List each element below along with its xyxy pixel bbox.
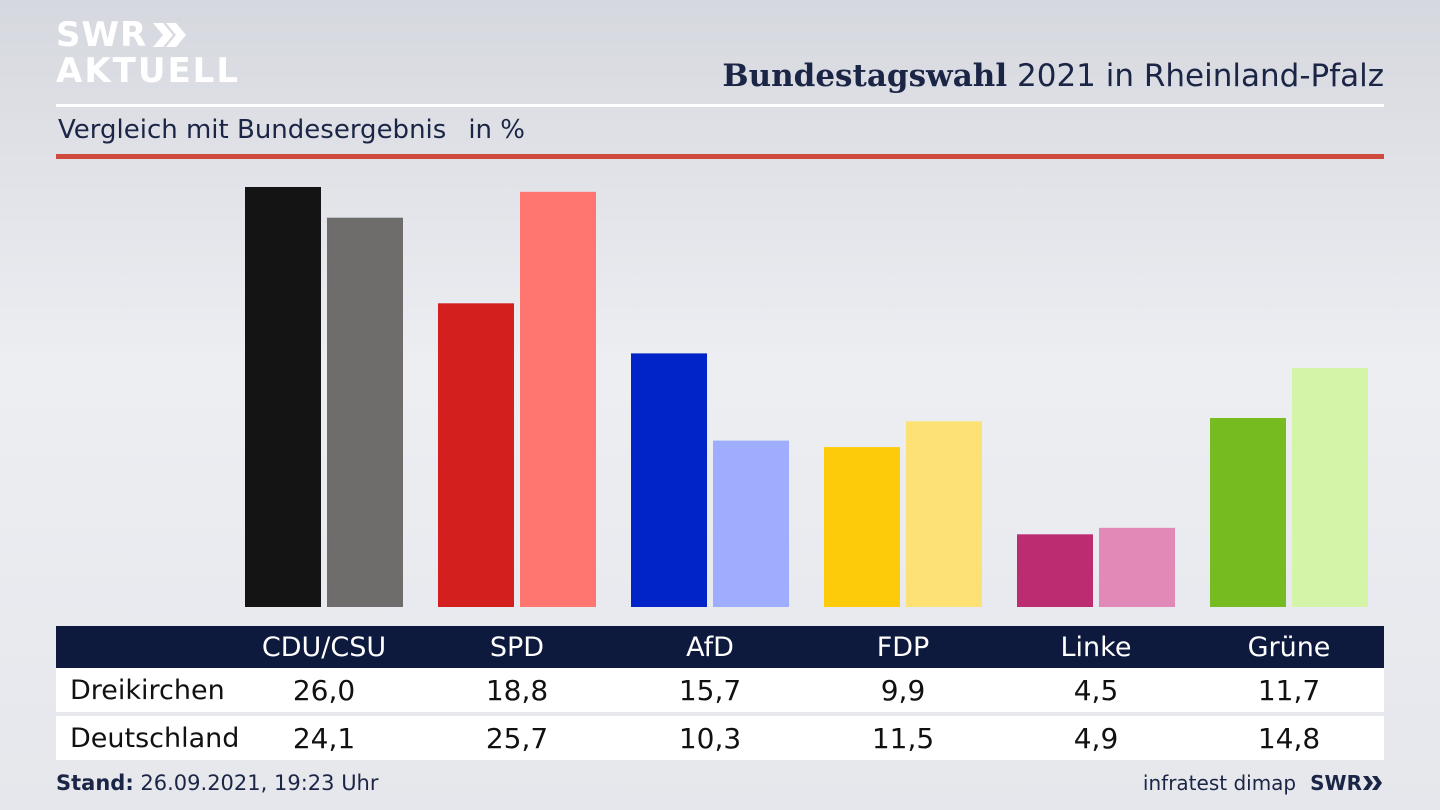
logo-aktuell-text: AKTUELL [56,51,241,91]
data-value: 14,8 [1257,721,1321,755]
row-label: Deutschland [70,722,240,754]
data-value: 18,8 [485,673,549,707]
logo-swr-text: SWR [56,15,148,55]
stand-value: 26.09.2021, 19:23 Uhr [140,771,379,795]
credit-brand: SWR [1310,771,1362,795]
table-header: CDU/CSU SPD AfD FDP Linke Grüne [56,626,1384,668]
bar-linke-dreikirchen [1017,534,1093,607]
title-divider [56,104,1384,107]
credit: infratest dimap SWR [1143,771,1384,795]
bar-fdp-deutschland [906,421,982,607]
data-value: 11,7 [1257,673,1321,707]
results-table: CDU/CSU SPD AfD FDP Linke Grüne Dreikirchen 26… [56,626,1384,760]
bar-afd-dreikirchen [631,353,707,607]
title-rest: 2021 in Rheinland-Pfalz [1017,58,1384,94]
bar-afd-deutschland [713,440,789,607]
bar-fdp-dreikirchen [824,447,900,607]
table-row-deutschland: Deutschland 24,1 25,7 10,3 11,5 4,9 14,8 [56,716,1384,760]
chart-subtitle: Vergleich mit Bundesergebnis in % [58,115,525,145]
credit-chevrons-icon [1363,776,1382,790]
page-title: Bundestagswahl 2021 in Rheinland-Pfalz [722,58,1384,94]
subtitle-divider [56,154,1384,159]
data-value: 9,9 [880,673,926,707]
bar-grüne-deutschland [1292,367,1368,607]
data-value: 10,3 [678,721,742,755]
bar-spd-deutschland [520,191,596,607]
data-value: 24,1 [292,721,356,755]
column-header: FDP [876,631,930,663]
data-value: 4,9 [1073,721,1119,755]
data-value: 25,7 [485,721,549,755]
data-value: 26,0 [292,673,356,707]
bar-cducsu-dreikirchen [245,187,321,607]
credit-swr-logo: SWR [1310,771,1384,795]
data-value: 11,5 [871,721,935,755]
table-row-dreikirchen: Dreikirchen 26,0 18,8 15,7 9,9 4,5 11,7 [56,668,1384,712]
bar-cducsu-deutschland [327,217,403,607]
title-bold: Bundestagswahl [722,58,1008,94]
unit-label: in % [468,115,525,145]
bar-grüne-dreikirchen [1210,418,1286,607]
logo-chevrons-icon [151,21,187,49]
data-value: 15,7 [678,673,742,707]
subtitle-text: Vergleich mit Bundesergebnis [58,115,447,145]
bar-spd-dreikirchen [438,303,514,607]
swr-aktuell-logo: SWR AKTUELL [56,18,240,88]
bar-chart [245,187,1368,607]
column-header: AfD [686,631,734,663]
column-header: Grüne [1247,631,1331,663]
column-header: SPD [489,631,545,663]
stand-label: Stand: [56,771,134,795]
column-header: Linke [1060,631,1132,663]
bar-linke-deutschland [1099,527,1175,607]
data-value: 4,5 [1073,673,1119,707]
credit-source: infratest dimap [1142,771,1297,795]
timestamp: Stand: 26.09.2021, 19:23 Uhr [56,771,379,795]
row-label: Dreikirchen [70,674,225,706]
column-header: CDU/CSU [261,631,387,663]
